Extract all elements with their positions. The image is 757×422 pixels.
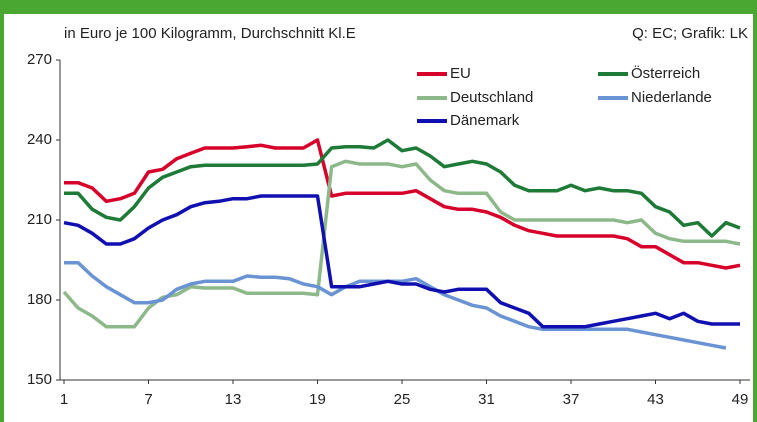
x-tick-label: 7 (144, 391, 152, 408)
x-tick-label: 1 (60, 391, 68, 408)
x-tick-label: 49 (732, 391, 749, 408)
series-line (64, 138, 741, 270)
legend-label: EU (450, 65, 471, 82)
series-line (64, 138, 741, 238)
x-tick-label: 37 (563, 391, 580, 408)
series-line (63, 194, 740, 329)
x-tick-label: 43 (647, 391, 664, 408)
legend-label: Deutschland (450, 89, 533, 106)
series-line (64, 260, 727, 350)
y-tick-label: 240 (27, 131, 52, 148)
legend-label: Österreich (631, 64, 700, 82)
x-tick-label: 31 (478, 391, 495, 408)
subtitle: in Euro je 100 Kilogramm, Durchschnitt K… (64, 25, 356, 42)
right-border (753, 0, 757, 422)
x-tick-label: 13 (225, 391, 242, 408)
source: Q: EC; Grafik: LK (632, 25, 748, 42)
header-bar (0, 0, 757, 14)
series-line (62, 159, 741, 329)
left-border (0, 0, 4, 422)
x-tick-label: 19 (309, 391, 326, 408)
y-tick-label: 180 (27, 291, 52, 308)
y-tick-label: 210 (27, 211, 52, 228)
legend-label: Niederlande (631, 89, 712, 106)
legend-label: Dänemark (450, 112, 520, 129)
y-tick-label: 150 (27, 371, 52, 388)
y-tick-label: 270 (27, 51, 52, 68)
x-tick-label: 25 (394, 391, 411, 408)
